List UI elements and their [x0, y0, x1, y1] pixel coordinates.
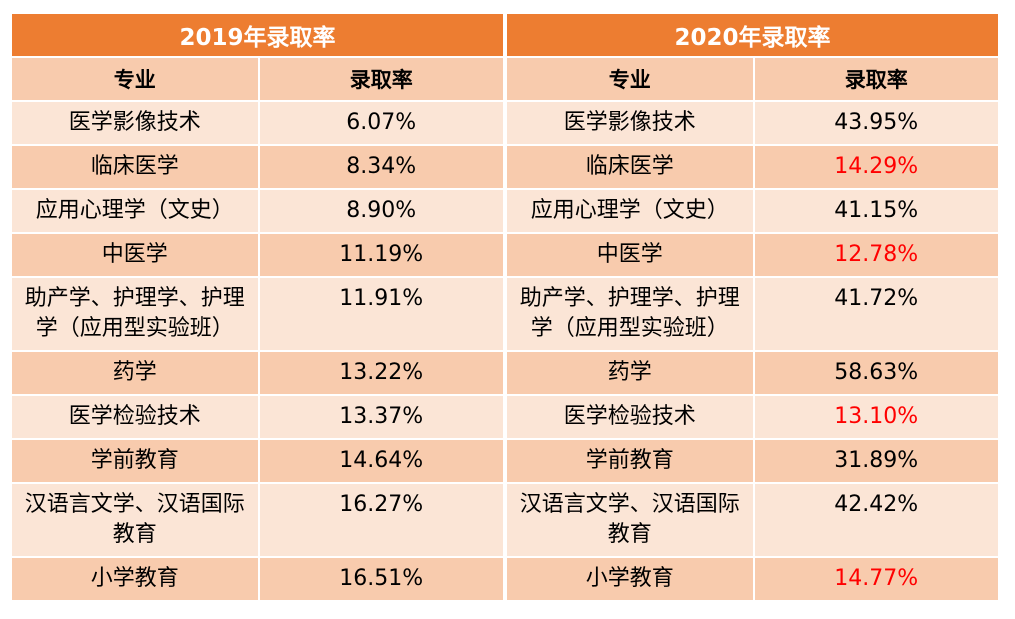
- table-row: 药学 58.63%: [507, 352, 998, 394]
- table-row: 中医学 12.78%: [507, 234, 998, 276]
- major-cell: 药学: [507, 352, 753, 394]
- table-2019-header-major: 专业: [12, 58, 258, 100]
- table-2020: 2020年录取率 专业 录取率 医学影像技术 43.95% 临床医学 14.29% 应用…: [507, 12, 998, 602]
- major-cell: 医学影像技术: [507, 102, 753, 144]
- major-cell: 小学教育: [507, 558, 753, 600]
- table-row: 医学影像技术 43.95%: [507, 102, 998, 144]
- rate-cell: 41.15%: [752, 190, 998, 232]
- rate-cell: 16.27%: [257, 484, 503, 556]
- table-2019-body: 医学影像技术 6.07% 临床医学 8.34% 应用心理学（文史） 8.90% 中医学 11.…: [12, 102, 503, 600]
- major-cell: 药学: [12, 352, 258, 394]
- major-cell: 助产学、护理学、护理学（应用型实验班）: [12, 278, 258, 350]
- rate-cell: 8.34%: [257, 146, 503, 188]
- rate-cell: 14.77%: [752, 558, 998, 600]
- rate-cell: 14.29%: [752, 146, 998, 188]
- table-row: 应用心理学（文史） 8.90%: [12, 190, 503, 232]
- rate-cell: 16.51%: [257, 558, 503, 600]
- table-row: 小学教育 14.77%: [507, 558, 998, 600]
- rate-cell: 42.42%: [752, 484, 998, 556]
- major-cell: 临床医学: [507, 146, 753, 188]
- major-cell: 汉语言文学、汉语国际教育: [507, 484, 753, 556]
- rate-cell: 31.89%: [752, 440, 998, 482]
- rate-cell: 11.91%: [257, 278, 503, 350]
- major-cell: 助产学、护理学、护理学（应用型实验班）: [507, 278, 753, 350]
- major-cell: 小学教育: [12, 558, 258, 600]
- table-row: 临床医学 14.29%: [507, 146, 998, 188]
- major-cell: 医学检验技术: [507, 396, 753, 438]
- table-2019: 2019年录取率 专业 录取率 医学影像技术 6.07% 临床医学 8.34% 应用心理…: [12, 12, 503, 602]
- table-row: 医学检验技术 13.10%: [507, 396, 998, 438]
- rate-cell: 13.10%: [752, 396, 998, 438]
- table-row: 医学影像技术 6.07%: [12, 102, 503, 144]
- tables-container: 2019年录取率 专业 录取率 医学影像技术 6.07% 临床医学 8.34% 应用心理…: [12, 12, 998, 602]
- major-cell: 应用心理学（文史）: [12, 190, 258, 232]
- major-cell: 医学影像技术: [12, 102, 258, 144]
- rate-cell: 13.22%: [257, 352, 503, 394]
- table-row: 临床医学 8.34%: [12, 146, 503, 188]
- table-row: 汉语言文学、汉语国际教育 42.42%: [507, 484, 998, 556]
- table-2019-header-rate: 录取率: [257, 58, 503, 100]
- table-row: 医学检验技术 13.37%: [12, 396, 503, 438]
- table-2020-header-rate: 录取率: [752, 58, 998, 100]
- table-row: 汉语言文学、汉语国际教育 16.27%: [12, 484, 503, 556]
- major-cell: 汉语言文学、汉语国际教育: [12, 484, 258, 556]
- major-cell: 学前教育: [12, 440, 258, 482]
- rate-cell: 43.95%: [752, 102, 998, 144]
- admission-rates-document: 2019年录取率 专业 录取率 医学影像技术 6.07% 临床医学 8.34% 应用心理…: [12, 12, 998, 602]
- rate-cell: 41.72%: [752, 278, 998, 350]
- table-row: 助产学、护理学、护理学（应用型实验班） 41.72%: [507, 278, 998, 350]
- major-cell: 医学检验技术: [12, 396, 258, 438]
- table-2020-header-major: 专业: [507, 58, 753, 100]
- table-row: 中医学 11.19%: [12, 234, 503, 276]
- major-cell: 中医学: [507, 234, 753, 276]
- table-row: 学前教育 31.89%: [507, 440, 998, 482]
- table-2020-title: 2020年录取率: [507, 14, 998, 56]
- rate-cell: 13.37%: [257, 396, 503, 438]
- table-row: 小学教育 16.51%: [12, 558, 503, 600]
- table-row: 药学 13.22%: [12, 352, 503, 394]
- rate-cell: 58.63%: [752, 352, 998, 394]
- table-row: 学前教育 14.64%: [12, 440, 503, 482]
- major-cell: 学前教育: [507, 440, 753, 482]
- rate-cell: 6.07%: [257, 102, 503, 144]
- table-2019-title: 2019年录取率: [12, 14, 503, 56]
- major-cell: 临床医学: [12, 146, 258, 188]
- major-cell: 应用心理学（文史）: [507, 190, 753, 232]
- rate-cell: 12.78%: [752, 234, 998, 276]
- table-2020-body: 医学影像技术 43.95% 临床医学 14.29% 应用心理学（文史） 41.15% 中医学…: [507, 102, 998, 600]
- table-row: 助产学、护理学、护理学（应用型实验班） 11.91%: [12, 278, 503, 350]
- rate-cell: 11.19%: [257, 234, 503, 276]
- table-row: 应用心理学（文史） 41.15%: [507, 190, 998, 232]
- major-cell: 中医学: [12, 234, 258, 276]
- rate-cell: 14.64%: [257, 440, 503, 482]
- rate-cell: 8.90%: [257, 190, 503, 232]
